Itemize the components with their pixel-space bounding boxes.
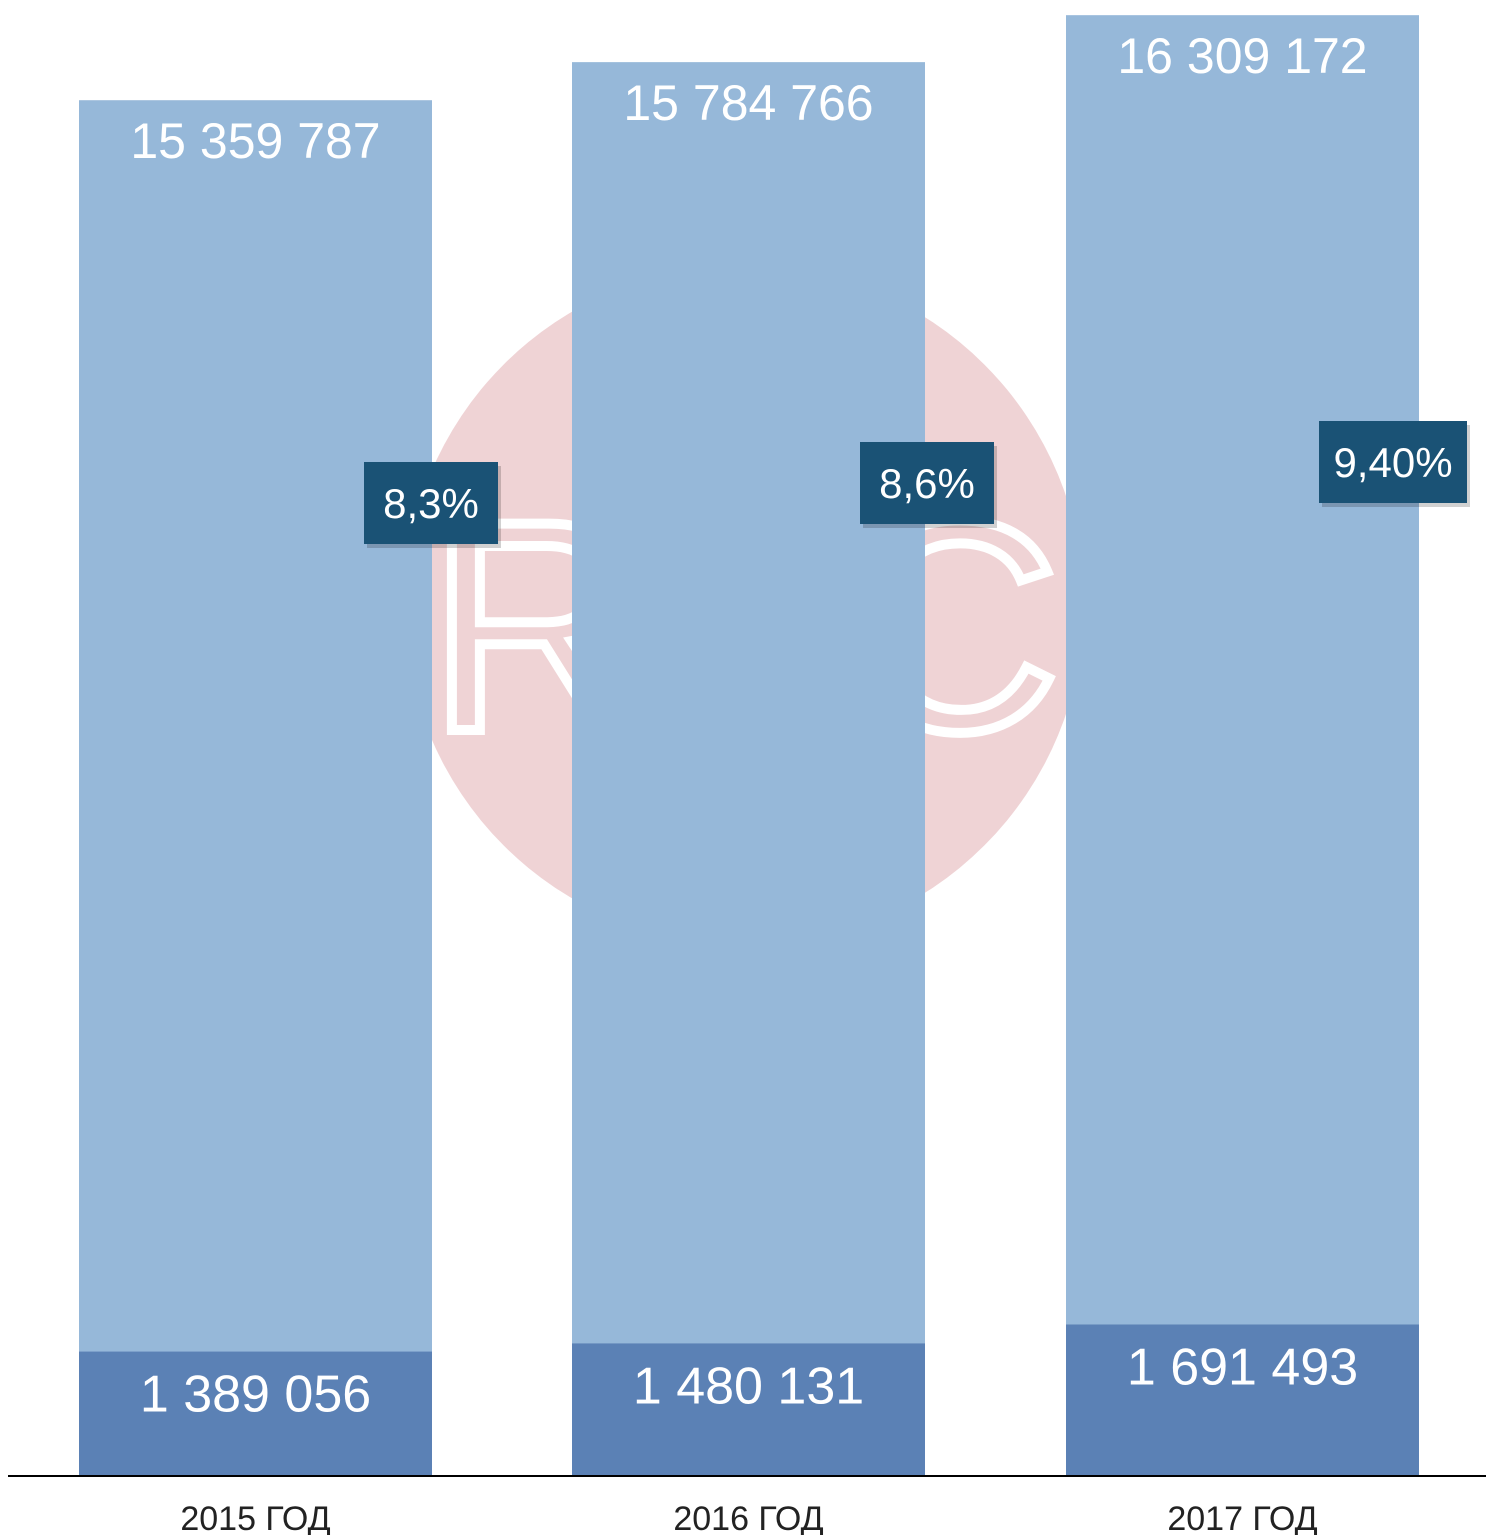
bar-bottom-label-3: 1 691 493: [1127, 1338, 1358, 1396]
percent-label-1: 8,3%: [383, 480, 479, 527]
percent-badges-layer: 8,3% 8,6% 9,40%: [364, 421, 1470, 548]
bar-total-2: [572, 62, 925, 1476]
x-axis-labels: 2015 ГОД 2016 ГОД 2017 ГОД: [180, 1500, 1317, 1535]
bar-segment-lower-3: [1066, 1324, 1419, 1476]
x-tick-label-2: 2016 ГОД: [673, 1500, 823, 1535]
bar-top-label-2: 15 784 766: [623, 75, 873, 131]
percent-label-2: 8,6%: [879, 460, 975, 507]
bar-bottom-label-1: 1 389 056: [140, 1366, 371, 1424]
percent-label-3: 9,40%: [1333, 439, 1452, 486]
percent-badge-2: [860, 442, 994, 524]
bar-total-3: [1066, 15, 1419, 1477]
bar-total-1: [79, 100, 432, 1477]
bars-layer: 15 359 787 1 389 056 15 784 766 1 480 131 16…: [79, 15, 1419, 1477]
x-tick-label-1: 2015 ГОД: [180, 1500, 330, 1535]
bar-segment-lower-2: [572, 1343, 925, 1476]
bar-segment-lower-1: [79, 1351, 432, 1476]
bar-top-label-3: 16 309 172: [1117, 28, 1367, 84]
bar-bottom-label-2: 1 480 131: [633, 1357, 864, 1415]
percent-badge-1: [364, 462, 498, 544]
bar-top-label-1: 15 359 787: [130, 113, 380, 169]
x-tick-label-3: 2017 ГОД: [1167, 1500, 1317, 1535]
percent-badge-3: [1319, 421, 1467, 503]
